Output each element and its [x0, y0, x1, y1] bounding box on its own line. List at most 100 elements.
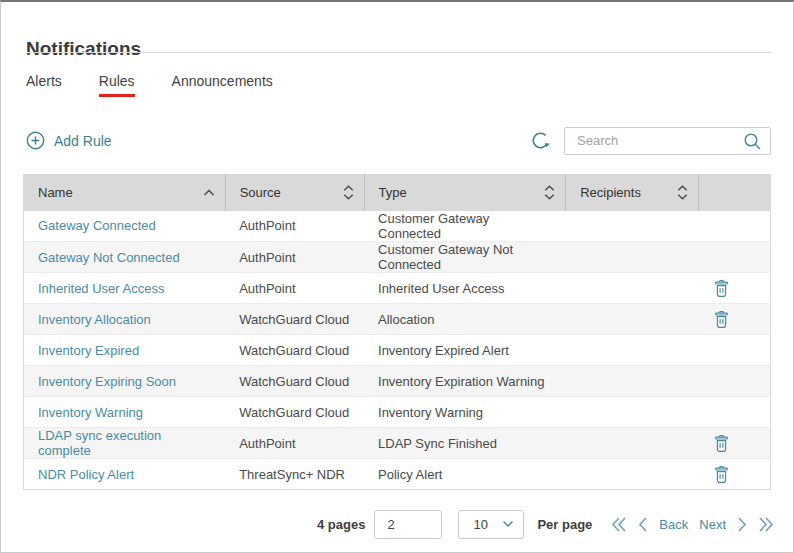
rule-name-cell: Inherited User Access: [24, 273, 226, 304]
tab-alerts[interactable]: Alerts: [26, 73, 62, 97]
table-row: Inventory Allocation WatchGuard CloudAllo…: [24, 304, 771, 335]
rule-type: Customer Gateway Connected: [364, 211, 566, 242]
pagination: 4 pages 10 Per page Back Next: [317, 508, 774, 540]
rule-name-link[interactable]: LDAP sync execution complete: [38, 428, 161, 458]
tab-rules[interactable]: Rules: [99, 73, 135, 97]
rule-source: WatchGuard Cloud: [225, 304, 364, 335]
rule-name-cell: Inventory Allocation: [24, 304, 226, 335]
page-title: Notifications: [26, 38, 141, 60]
rule-name-link[interactable]: Gateway Not Connected: [38, 250, 180, 265]
delete-rule-button[interactable]: [713, 310, 730, 329]
column-label: Type: [379, 185, 407, 200]
pager-controls: Back Next: [611, 516, 774, 533]
rule-actions-cell: [699, 428, 771, 459]
rule-actions-cell: [699, 211, 771, 242]
rule-source: WatchGuard Cloud: [225, 397, 364, 428]
table-header-row: Name Source Type Recipients: [24, 175, 771, 211]
rule-type: Policy Alert: [364, 459, 566, 490]
column-header-type[interactable]: Type: [364, 175, 566, 211]
notifications-window: Notifications Alerts Rules Announcements…: [0, 0, 794, 553]
rule-name-link[interactable]: Inventory Expiring Soon: [38, 374, 176, 389]
rule-source: WatchGuard Cloud: [225, 335, 364, 366]
chevron-down-icon: [502, 520, 514, 528]
back-link[interactable]: Back: [659, 517, 688, 532]
trash-icon: [713, 279, 730, 298]
table-body: Gateway ConnectedAuthPointCustomer Gatew…: [24, 211, 771, 490]
delete-rule-button[interactable]: [713, 279, 730, 298]
toolbar-right: [530, 127, 771, 155]
rule-name-cell: Inventory Warning: [24, 397, 226, 428]
delete-rule-button[interactable]: [713, 465, 730, 484]
rule-name-link[interactable]: Inherited User Access: [38, 281, 164, 296]
column-header-name[interactable]: Name: [24, 175, 226, 211]
column-header-recipients[interactable]: Recipients: [566, 175, 699, 211]
add-rule-button[interactable]: Add Rule: [26, 131, 112, 150]
rule-name-cell: LDAP sync execution complete: [24, 428, 226, 459]
rule-name-cell: Gateway Not Connected: [24, 242, 226, 273]
last-page-icon[interactable]: [758, 516, 774, 533]
rule-actions-cell: [699, 397, 771, 428]
rule-name-link[interactable]: Gateway Connected: [38, 218, 156, 233]
rule-actions-cell: [699, 459, 771, 490]
per-page-label: Per page: [537, 517, 592, 532]
title-divider: [26, 52, 771, 53]
rule-actions-cell: [699, 273, 771, 304]
rule-source: AuthPoint: [225, 428, 364, 459]
plus-circle-icon: [26, 131, 45, 150]
refresh-button[interactable]: [530, 130, 551, 151]
rule-name-cell: Inventory Expiring Soon: [24, 366, 226, 397]
trash-icon: [713, 465, 730, 484]
rule-actions-cell: [699, 242, 771, 273]
page-number-input[interactable]: [374, 510, 442, 539]
refresh-icon: [530, 130, 551, 151]
rule-name-cell: NDR Policy Alert: [24, 459, 226, 490]
rule-actions-cell: [699, 304, 771, 335]
table-row: Inventory WarningWatchGuard CloudInvento…: [24, 397, 771, 428]
sort-icon: [677, 185, 688, 200]
rule-recipients: [566, 211, 699, 242]
table-row: Gateway Not ConnectedAuthPointCustomer G…: [24, 242, 771, 273]
table-row: Inventory Expired WatchGuard CloudInvento…: [24, 335, 771, 366]
rule-name-link[interactable]: Inventory Warning: [38, 405, 143, 420]
rule-recipients: [566, 304, 699, 335]
add-rule-label: Add Rule: [54, 133, 112, 149]
sort-icon: [544, 185, 555, 200]
first-page-icon[interactable]: [611, 516, 627, 533]
column-label: Recipients: [580, 185, 641, 200]
next-link[interactable]: Next: [699, 517, 726, 532]
tab-announcements[interactable]: Announcements: [172, 73, 273, 97]
delete-rule-button[interactable]: [713, 434, 730, 453]
rule-source: AuthPoint: [225, 273, 364, 304]
rule-recipients: [566, 428, 699, 459]
toolbar: Add Rule: [26, 126, 771, 155]
table-row: Inherited User AccessAuthPointInherited …: [24, 273, 771, 304]
rule-type: Inventory Expiration Warning: [364, 366, 566, 397]
search-box: [564, 127, 771, 155]
rule-type: Inherited User Access: [364, 273, 566, 304]
per-page-select[interactable]: 10: [458, 510, 524, 539]
sort-asc-icon: [203, 189, 215, 197]
rule-name-cell: Gateway Connected: [24, 211, 226, 242]
rule-name-link[interactable]: Inventory Allocation: [38, 312, 151, 327]
tab-bar: Alerts Rules Announcements: [26, 73, 273, 97]
rule-type: LDAP Sync Finished: [364, 428, 566, 459]
search-icon[interactable]: [743, 132, 762, 155]
sort-icon: [343, 185, 354, 200]
column-header-source[interactable]: Source: [225, 175, 364, 211]
trash-icon: [713, 434, 730, 453]
prev-page-icon[interactable]: [638, 516, 648, 533]
rule-recipients: [566, 397, 699, 428]
next-page-icon[interactable]: [737, 516, 747, 533]
column-label: Name: [38, 185, 73, 200]
rule-type: Allocation: [364, 304, 566, 335]
rule-name-cell: Inventory Expired: [24, 335, 226, 366]
rule-type: Customer Gateway Not Connected: [364, 242, 566, 273]
rule-name-link[interactable]: Inventory Expired: [38, 343, 139, 358]
table-row: NDR Policy AlertThreatSync+ NDRPolicy Al…: [24, 459, 771, 490]
rule-name-link[interactable]: NDR Policy Alert: [38, 467, 134, 482]
rule-recipients: [566, 335, 699, 366]
column-label: Source: [240, 185, 281, 200]
rule-recipients: [566, 366, 699, 397]
rule-recipients: [566, 273, 699, 304]
rule-type: Inventory Expired Alert: [364, 335, 566, 366]
